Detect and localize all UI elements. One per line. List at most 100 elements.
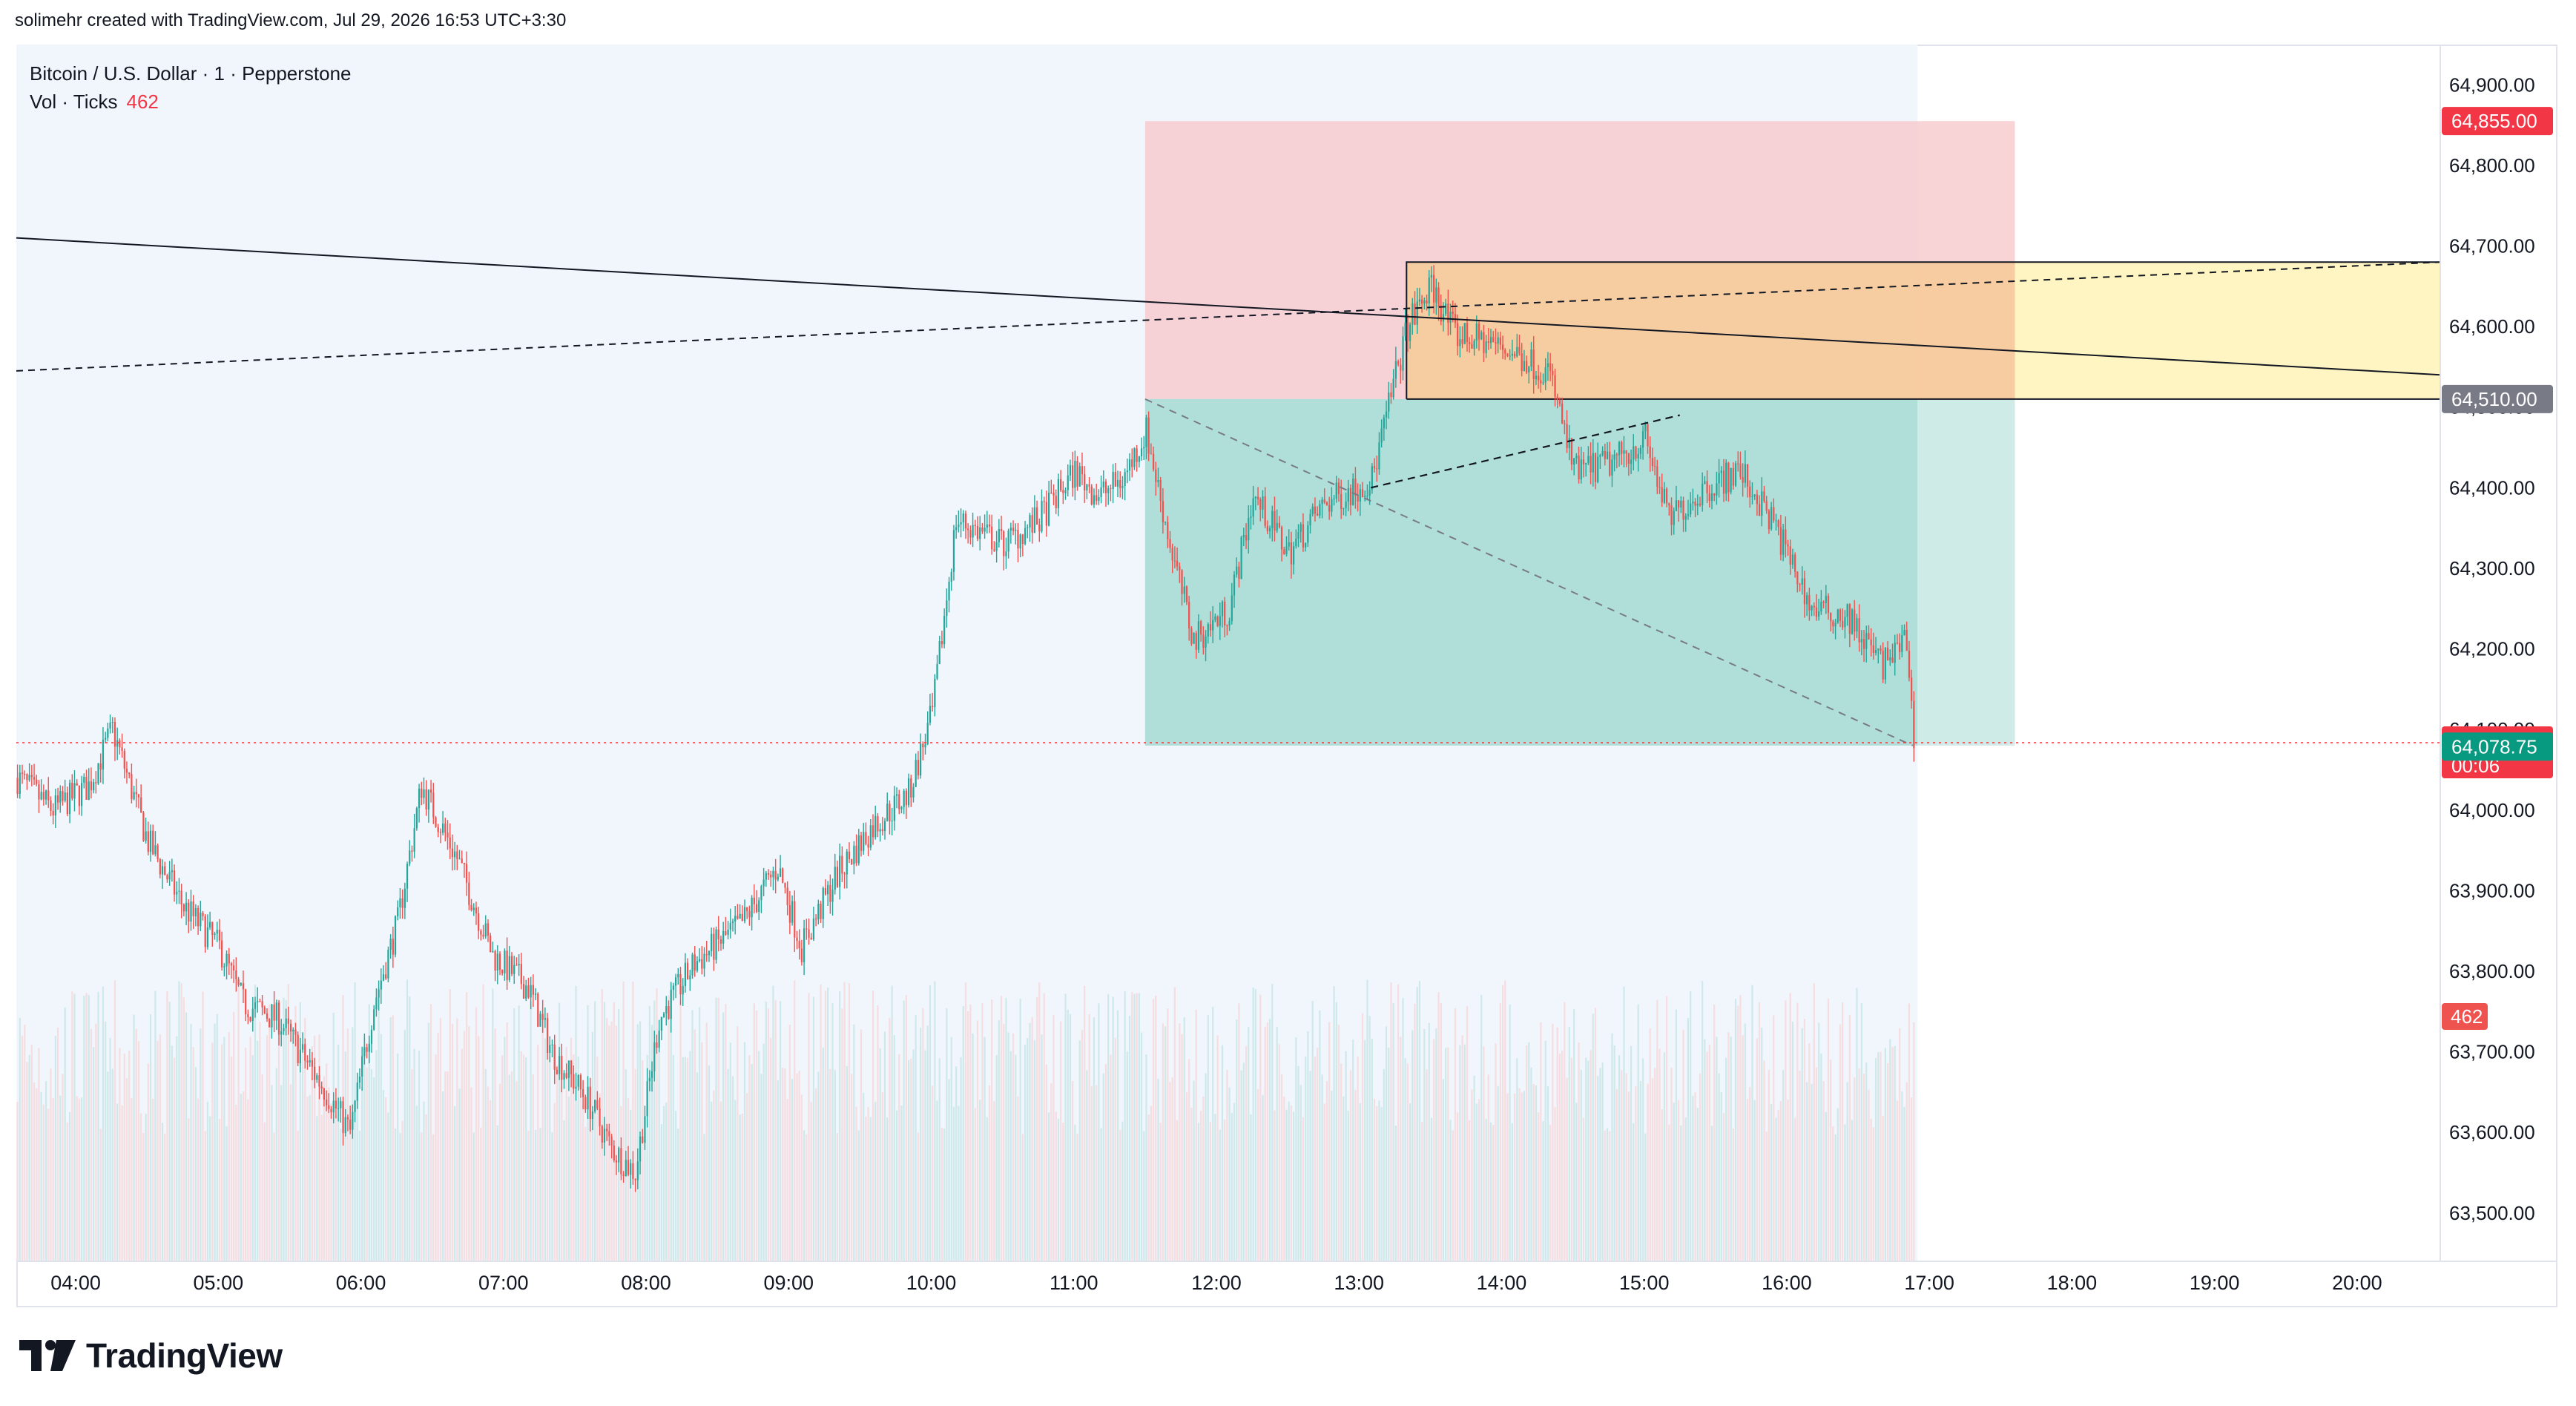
volume-bar bbox=[498, 1083, 501, 1261]
candle-body bbox=[1212, 620, 1214, 631]
candle-body bbox=[259, 1001, 261, 1002]
volume-bar bbox=[1193, 1080, 1195, 1261]
volume-bar bbox=[1100, 1128, 1102, 1261]
candle-body bbox=[1558, 400, 1561, 404]
candle-body bbox=[867, 844, 869, 848]
volume-bar bbox=[1874, 1058, 1877, 1261]
candle-body bbox=[1623, 450, 1625, 454]
volume-bar bbox=[1428, 1022, 1430, 1261]
volume-bar bbox=[1394, 1126, 1397, 1261]
candle-body bbox=[679, 973, 682, 995]
candle-body bbox=[403, 888, 406, 908]
candle-body bbox=[715, 929, 717, 960]
candle-body bbox=[731, 921, 734, 924]
volume-bar bbox=[204, 1131, 206, 1261]
volume-bar bbox=[1231, 1113, 1233, 1261]
volume-bar bbox=[1226, 1069, 1228, 1261]
candle-body bbox=[1680, 500, 1682, 508]
candle-body bbox=[530, 985, 532, 998]
volume-bar bbox=[1143, 1131, 1145, 1261]
volume-bar bbox=[182, 997, 185, 1261]
volume-bar bbox=[553, 1103, 556, 1261]
volume-bar bbox=[478, 1036, 480, 1261]
candle-body bbox=[1240, 536, 1242, 579]
candle-body bbox=[318, 1075, 320, 1087]
volume-bar bbox=[743, 1042, 746, 1261]
volume-bar bbox=[159, 1034, 161, 1261]
volume-bar bbox=[1842, 1002, 1844, 1261]
candle-body bbox=[770, 874, 772, 878]
candle-body bbox=[701, 959, 703, 969]
candle-body bbox=[1597, 456, 1599, 482]
candle-body bbox=[1815, 607, 1818, 617]
candle-body bbox=[1768, 510, 1770, 530]
volume-bar bbox=[803, 1130, 806, 1261]
candle-body bbox=[1292, 546, 1295, 565]
volume-bar bbox=[1140, 1032, 1143, 1261]
volume-bar bbox=[299, 1002, 301, 1261]
volume-bar bbox=[857, 1130, 860, 1261]
volume-bar bbox=[80, 1097, 83, 1261]
price-tick-label: 63,900.00 bbox=[2449, 879, 2535, 901]
volume-bar bbox=[751, 1064, 753, 1261]
volume-bar bbox=[1609, 1131, 1611, 1261]
volume-bar bbox=[147, 1063, 149, 1261]
volume-tag-text: 462 bbox=[2451, 1005, 2483, 1028]
candle-body bbox=[570, 1060, 573, 1074]
candle-body bbox=[1578, 456, 1580, 480]
candle-body bbox=[340, 1101, 342, 1108]
candle-body bbox=[758, 900, 760, 912]
candle-body bbox=[1428, 277, 1430, 303]
candle-body bbox=[1846, 604, 1848, 617]
volume-bar bbox=[1604, 1130, 1606, 1261]
candle-body bbox=[541, 1014, 544, 1020]
candle-body bbox=[644, 1116, 646, 1143]
candle-body bbox=[677, 973, 679, 978]
volume-bar bbox=[1746, 1098, 1749, 1261]
volume-bar bbox=[1511, 1123, 1513, 1261]
volume-bar bbox=[713, 1090, 715, 1261]
candle-body bbox=[1708, 493, 1710, 502]
volume-bar bbox=[1378, 1100, 1380, 1261]
volume-bar bbox=[285, 999, 287, 1261]
volume-bar bbox=[145, 1114, 147, 1261]
volume-bar bbox=[461, 1048, 463, 1261]
volume-bar bbox=[972, 1033, 974, 1261]
candle-body bbox=[401, 898, 403, 908]
volume-bar bbox=[591, 1031, 594, 1261]
candle-body bbox=[389, 939, 392, 950]
candle-body bbox=[1837, 609, 1839, 623]
candle-body bbox=[1340, 493, 1343, 510]
tradingview-logo[interactable]: TradingView bbox=[19, 1336, 283, 1376]
volume-bar bbox=[556, 1065, 559, 1261]
candle-body bbox=[1288, 542, 1290, 547]
candle-body bbox=[537, 993, 539, 1027]
volume-bar bbox=[1684, 1117, 1687, 1261]
volume-bar bbox=[173, 1057, 176, 1261]
volume-bar bbox=[218, 1119, 221, 1261]
volume-bar bbox=[1262, 1094, 1264, 1261]
candle-body bbox=[603, 1129, 606, 1143]
volume-bar bbox=[1325, 1081, 1328, 1261]
volume-bar bbox=[1359, 1103, 1361, 1261]
volume-bar bbox=[993, 1101, 995, 1261]
volume-bar bbox=[1549, 1125, 1552, 1261]
volume-bar bbox=[1839, 1024, 1842, 1261]
volume-bar bbox=[1195, 1009, 1197, 1261]
volume-bar bbox=[984, 1037, 986, 1261]
candle-body bbox=[691, 954, 694, 976]
candle-body bbox=[1064, 490, 1067, 493]
candle-body bbox=[1216, 616, 1219, 626]
volume-bar bbox=[1392, 1002, 1394, 1261]
candle-body bbox=[1119, 479, 1121, 488]
candle-body bbox=[1076, 461, 1078, 487]
candle-body bbox=[625, 1160, 627, 1177]
volume-bar bbox=[539, 1128, 541, 1261]
volume-bar bbox=[411, 1068, 413, 1261]
position-projection-line bbox=[1144, 398, 1914, 746]
candle-body bbox=[38, 784, 40, 800]
volume-bar bbox=[1224, 1119, 1226, 1261]
candle-body bbox=[1128, 459, 1131, 471]
candle-body bbox=[1195, 633, 1197, 650]
